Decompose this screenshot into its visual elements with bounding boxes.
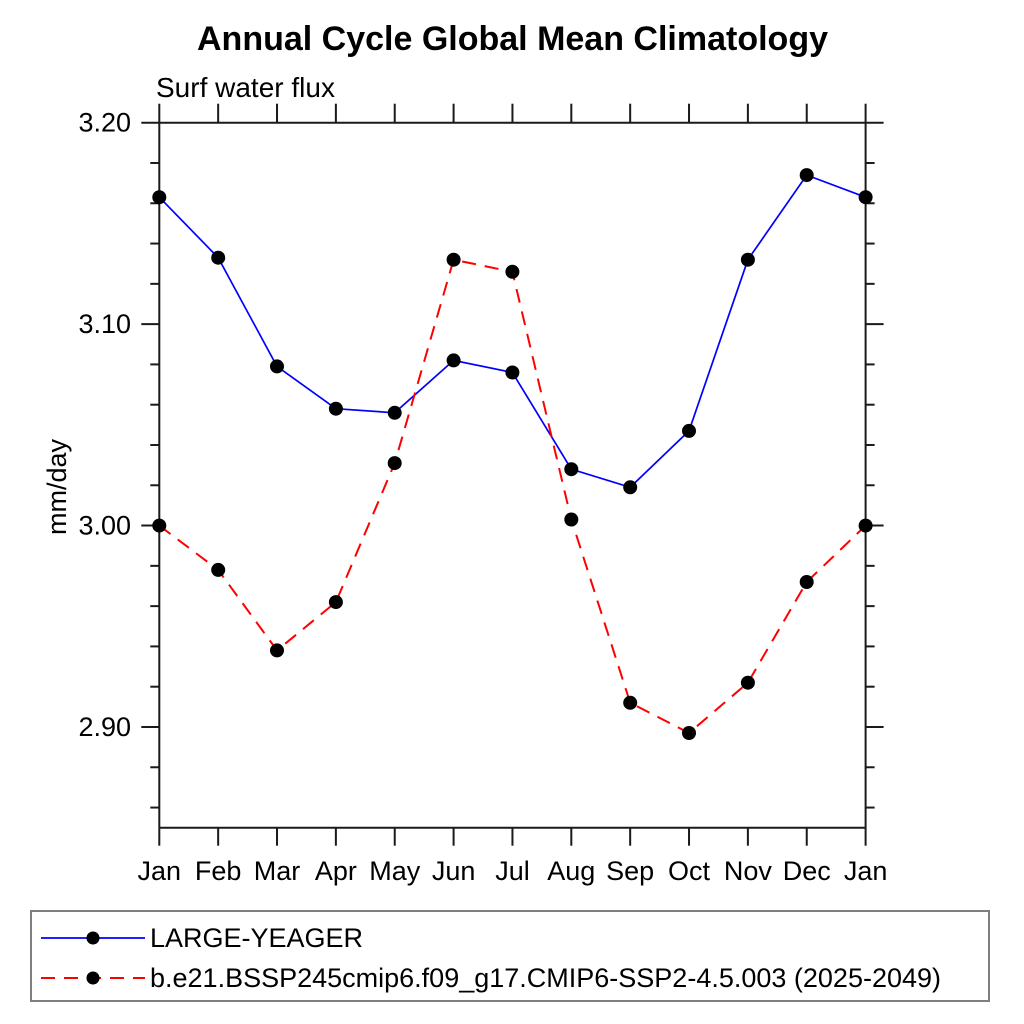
data-point-marker xyxy=(152,190,167,205)
data-point-marker xyxy=(211,562,226,577)
data-point-marker xyxy=(682,726,696,740)
data-point-marker xyxy=(211,250,226,265)
legend-box: LARGE-YEAGER b.e21.BSSP245cmip6.f09_g17.… xyxy=(30,910,990,1002)
y-tick-label: 3.10 xyxy=(78,309,131,339)
x-tick-label: Aug xyxy=(547,856,595,886)
chart-subtitle: Surf water flux xyxy=(156,72,335,103)
data-point-marker xyxy=(328,401,343,416)
data-point-marker xyxy=(446,252,461,267)
y-tick-label: 2.90 xyxy=(78,712,131,742)
y-tick-label: 3.20 xyxy=(78,108,131,138)
data-point-marker xyxy=(152,518,167,533)
x-tick-label: Dec xyxy=(783,856,831,886)
data-point-marker xyxy=(564,512,579,527)
x-tick-label: Feb xyxy=(195,856,242,886)
x-tick-label: Jun xyxy=(432,856,476,886)
data-point-marker xyxy=(270,359,284,374)
x-tick-label: May xyxy=(369,856,421,886)
data-point-marker xyxy=(446,353,461,368)
x-tick-label: Mar xyxy=(254,856,301,886)
legend-marker-dot xyxy=(86,931,100,945)
x-tick-label: Apr xyxy=(315,856,357,886)
data-point-marker xyxy=(799,575,814,589)
data-point-marker xyxy=(505,264,520,279)
x-tick-label: Jan xyxy=(138,856,182,886)
x-tick-label: Jan xyxy=(844,856,888,886)
data-point-marker xyxy=(623,480,638,495)
x-tick-label: Oct xyxy=(668,856,711,886)
data-point-marker xyxy=(858,518,873,533)
legend-sample-dashed-line xyxy=(41,971,145,985)
data-point-marker xyxy=(858,190,873,205)
data-point-marker xyxy=(623,695,638,710)
x-tick-label: Sep xyxy=(606,856,654,886)
data-point-marker xyxy=(740,675,755,690)
legend-item-large-yeager: LARGE-YEAGER xyxy=(38,918,363,958)
series-line-1 xyxy=(158,258,867,735)
legend-label-large-yeager: LARGE-YEAGER xyxy=(150,922,364,953)
data-point-marker xyxy=(740,252,755,267)
legend-marker-dot xyxy=(86,971,100,985)
x-tick-label: Jul xyxy=(495,856,530,886)
legend-sample-solid-line xyxy=(41,931,145,945)
data-point-marker xyxy=(799,168,814,183)
series-line-0 xyxy=(158,174,866,489)
data-point-marker xyxy=(328,595,343,610)
data-point-marker xyxy=(682,423,696,438)
x-tick-label: Nov xyxy=(724,856,773,886)
legend-label-ssp245: b.e21.BSSP245cmip6.f09_g17.CMIP6-SSP2-4.… xyxy=(150,962,942,993)
y-tick-label: 3.00 xyxy=(78,511,131,541)
data-point-marker xyxy=(387,456,402,471)
data-point-marker xyxy=(270,643,284,658)
legend-item-ssp245: b.e21.BSSP245cmip6.f09_g17.CMIP6-SSP2-4.… xyxy=(38,958,941,998)
data-point-marker xyxy=(564,462,579,477)
data-point-marker xyxy=(387,405,402,420)
chart-title: Annual Cycle Global Mean Climatology xyxy=(197,20,828,58)
data-point-marker xyxy=(505,365,520,380)
